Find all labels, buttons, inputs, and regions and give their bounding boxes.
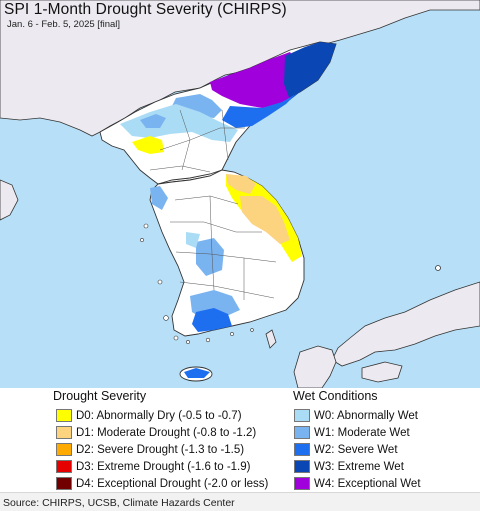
- w2-region-south: [192, 308, 232, 332]
- legend-swatch-w0: [294, 409, 310, 422]
- tsushima-island: [265, 329, 277, 349]
- legend-item-d0: D0: Abnormally Dry (-0.5 to -0.7): [56, 407, 268, 424]
- legend-label-d3: D3: Extreme Drought (-1.6 to -1.9): [76, 460, 251, 473]
- dmz-line: [157, 169, 223, 185]
- legend-item-d4: D4: Exceptional Drought (-2.0 or less): [56, 475, 268, 492]
- legend-swatch-d2: [56, 443, 72, 456]
- legend-item-w4: W4: Exceptional Wet: [294, 475, 421, 492]
- drought-legend-list: D0: Abnormally Dry (-0.5 to -0.7) D1: Mo…: [56, 407, 268, 492]
- legend-label-w4: W4: Exceptional Wet: [314, 477, 421, 490]
- legend-label-d4: D4: Exceptional Drought (-2.0 or less): [76, 477, 269, 490]
- wet-legend-list: W0: Abnormally Wet W1: Moderate Wet W2: …: [294, 407, 421, 492]
- legend-label-w1: W1: Moderate Wet: [314, 426, 410, 439]
- legend-label-w0: W0: Abnormally Wet: [314, 409, 418, 422]
- legend-swatch-d4: [56, 477, 72, 490]
- legend-swatch-w3: [294, 460, 310, 473]
- w1-region-southwest: [196, 238, 224, 276]
- province-borders: [149, 109, 277, 300]
- legend-label-d2: D2: Severe Drought (-1.3 to -1.5): [76, 443, 245, 456]
- legend-item-d1: D1: Moderate Drought (-0.8 to -1.2): [56, 424, 268, 441]
- china-west-land: [0, 179, 19, 221]
- map-title: SPI 1-Month Drought Severity (CHIRPS): [4, 1, 287, 18]
- legend-swatch-d1: [56, 426, 72, 439]
- w3-region-northeast: [284, 42, 336, 100]
- drought-legend-title: Drought Severity: [53, 389, 147, 403]
- legend-label-w2: W2: Severe Wet: [314, 443, 398, 456]
- japan-kyushu: [293, 345, 337, 388]
- legend-item-w3: W3: Extreme Wet: [294, 458, 421, 475]
- legend-label-d0: D0: Abnormally Dry (-0.5 to -0.7): [76, 409, 242, 422]
- d1-region-east: [240, 196, 290, 244]
- source-text: Source: CHIRPS, UCSB, Climate Hazards Ce…: [3, 497, 235, 509]
- wet-legend-title: Wet Conditions: [293, 389, 378, 403]
- footer: Source: CHIRPS, UCSB, Climate Hazards Ce…: [0, 492, 480, 511]
- legend-swatch-w1: [294, 426, 310, 439]
- legend: Drought Severity D0: Abnormally Dry (-0.…: [0, 388, 480, 492]
- w0-region-southwest: [186, 232, 200, 248]
- small-islands: [140, 223, 254, 344]
- legend-item-d3: D3: Extreme Drought (-1.6 to -1.9): [56, 458, 268, 475]
- drought-map: SPI 1-Month Drought Severity (CHIRPS) Ja…: [0, 0, 480, 388]
- japan-shikoku: [361, 361, 403, 383]
- legend-item-w2: W2: Severe Wet: [294, 441, 421, 458]
- legend-swatch-w4: [294, 477, 310, 490]
- ulleungdo-island: [435, 265, 441, 271]
- w4-region-northeast: [210, 52, 300, 108]
- legend-label-w3: W3: Extreme Wet: [314, 460, 404, 473]
- legend-swatch-d3: [56, 460, 72, 473]
- legend-item-d2: D2: Severe Drought (-1.3 to -1.5): [56, 441, 268, 458]
- w1-region-northwest: [140, 114, 166, 128]
- map-canvas: [0, 0, 480, 388]
- map-subtitle: Jan. 6 - Feb. 5, 2025 [final]: [7, 19, 121, 30]
- d0-region-northwest: [132, 136, 164, 154]
- legend-item-w1: W1: Moderate Wet: [294, 424, 421, 441]
- d1-region-northeast: [226, 174, 256, 194]
- legend-label-d1: D1: Moderate Drought (-0.8 to -1.2): [76, 426, 257, 439]
- w1-region-west: [150, 186, 168, 210]
- legend-swatch-w2: [294, 443, 310, 456]
- legend-item-w0: W0: Abnormally Wet: [294, 407, 421, 424]
- japan-honshu: [331, 281, 480, 367]
- legend-swatch-d0: [56, 409, 72, 422]
- w2-region-east-coast: [222, 94, 296, 128]
- w2-jeju: [184, 368, 210, 378]
